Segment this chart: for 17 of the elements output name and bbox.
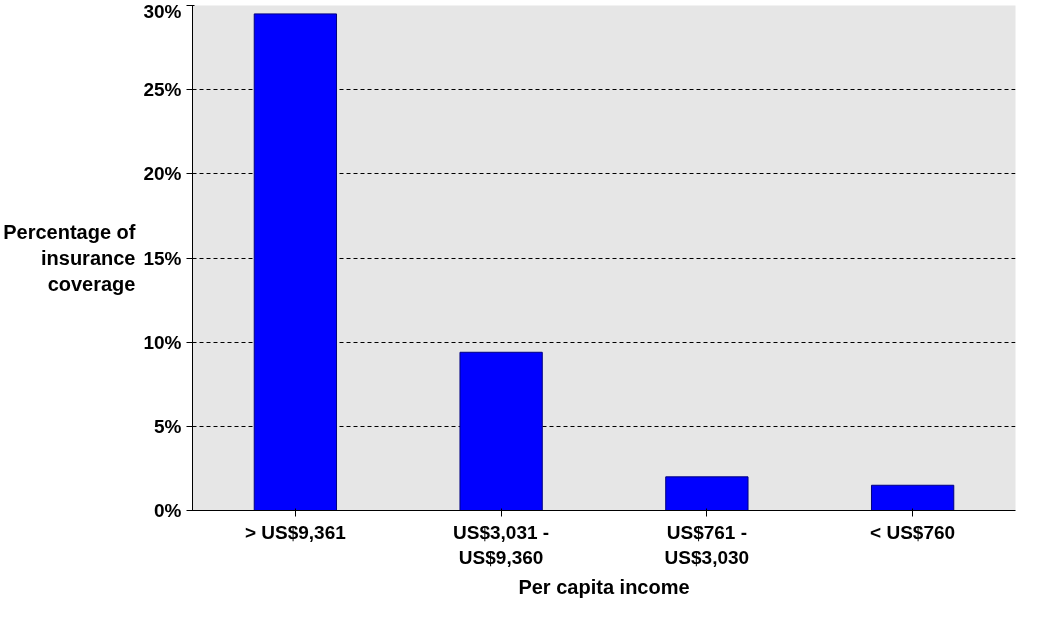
x-tick-label: > US$9,361 xyxy=(244,521,347,543)
bar xyxy=(665,476,749,511)
bar xyxy=(253,13,338,511)
y-tick-label: 0% xyxy=(154,500,182,521)
x-tick-label: US$761 - US$3,030 xyxy=(664,521,750,568)
x-tick-label: < US$760 xyxy=(870,521,956,543)
y-axis-title: Percentage of insurance coverage xyxy=(3,220,136,296)
bar xyxy=(459,351,543,511)
y-tick-label: 10% xyxy=(143,331,182,353)
y-tick-label: 15% xyxy=(143,247,182,269)
y-tick-label: 5% xyxy=(154,415,182,437)
x-tick-label: US$3,031 - US$9,360 xyxy=(453,521,550,568)
y-tick-label: 20% xyxy=(143,163,182,185)
x-axis-title: Per capita income xyxy=(518,575,690,598)
y-tick-label: 25% xyxy=(143,79,182,101)
y-tick-label: 30% xyxy=(143,0,182,22)
bar xyxy=(870,484,955,511)
